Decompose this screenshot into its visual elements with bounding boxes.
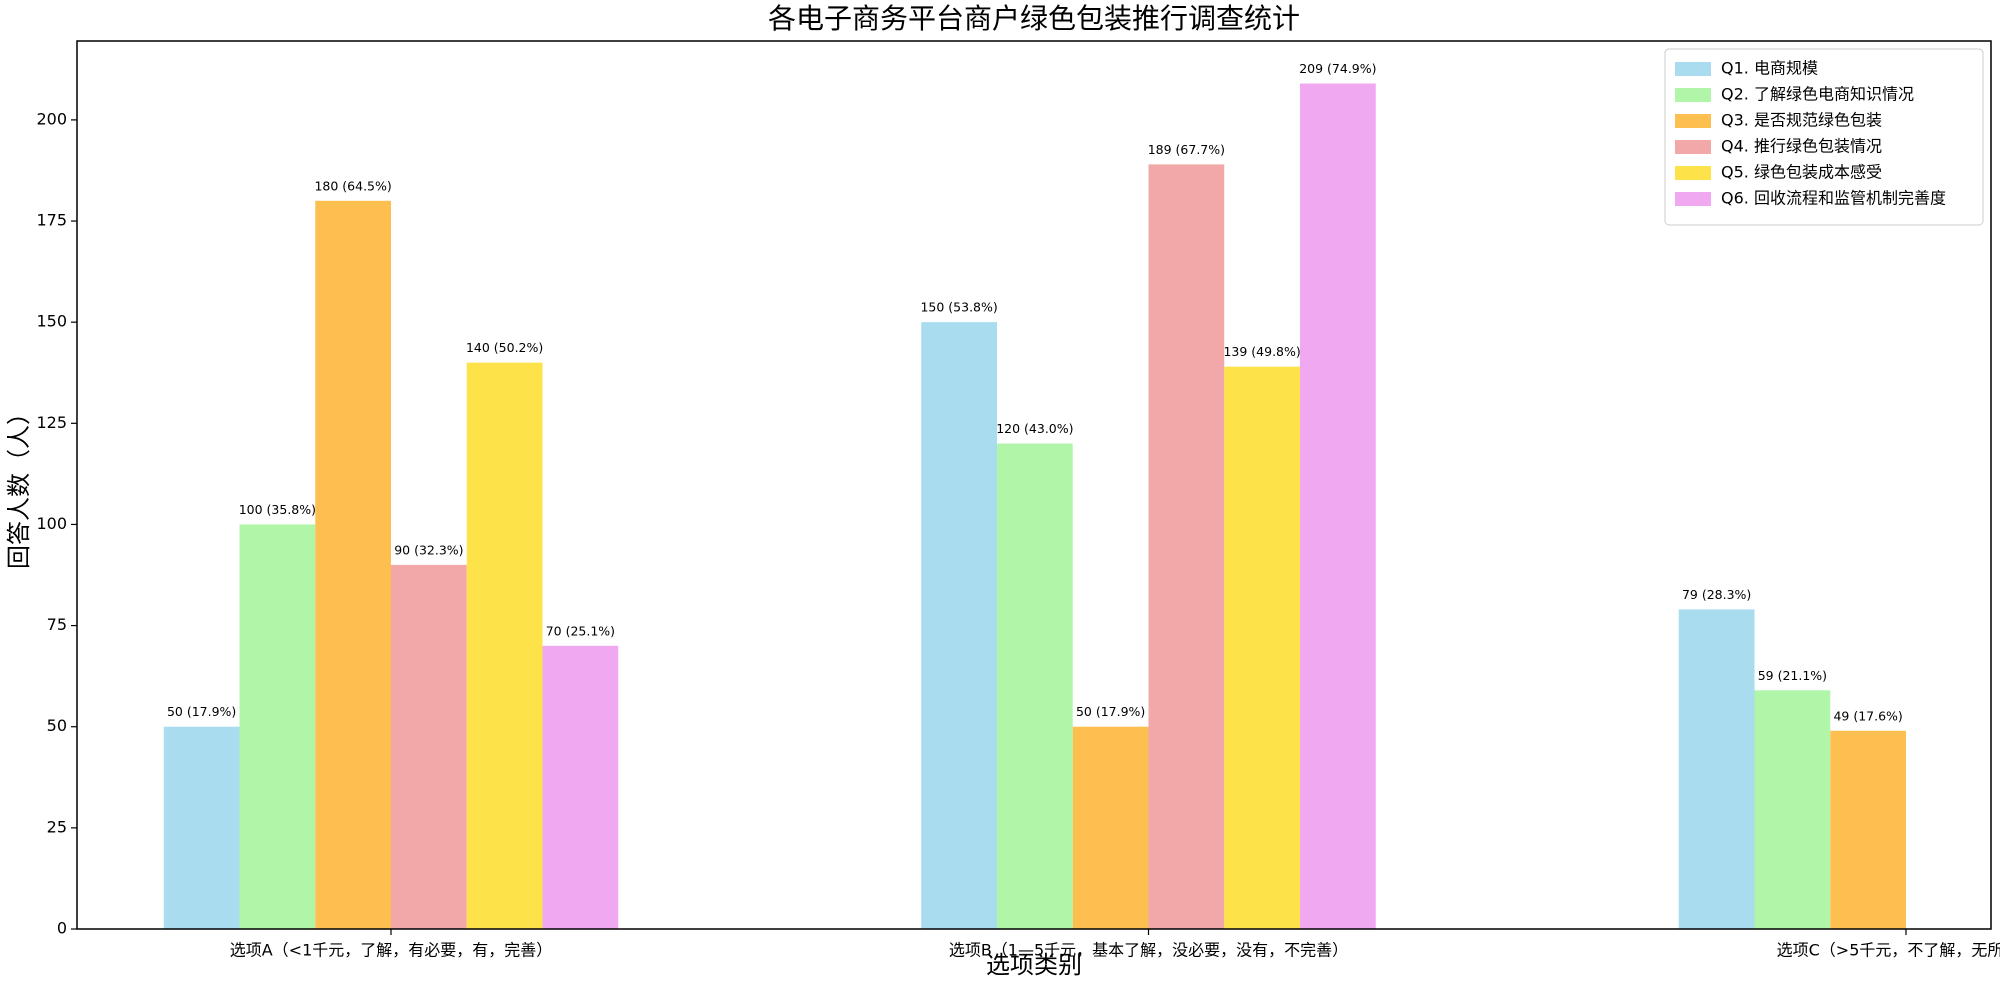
y-tick-label: 100 <box>36 514 67 533</box>
legend-swatch <box>1675 140 1711 154</box>
bar <box>1148 164 1225 929</box>
legend-swatch <box>1675 166 1711 180</box>
x-tick-label: 选项A（<1千元，了解，有必要，有，完善） <box>230 941 553 960</box>
legend-swatch <box>1675 88 1711 102</box>
value-label: 49 (17.6%) <box>1833 708 1902 723</box>
value-label: 90 (32.3%) <box>394 542 463 557</box>
value-label: 189 (67.7%) <box>1148 142 1225 157</box>
x-tick-label: 选项C（>5千元，不了解，无所谓） <box>1777 941 2000 960</box>
value-label: 180 (64.5%) <box>314 178 391 193</box>
chart-title: 各电子商务平台商户绿色包装推行调查统计 <box>768 2 1300 35</box>
legend-swatch <box>1675 114 1711 128</box>
value-label: 150 (53.8%) <box>920 300 997 315</box>
y-tick-label: 150 <box>36 312 67 331</box>
bar <box>1754 690 1831 929</box>
y-tick-label: 0 <box>57 919 67 938</box>
bar <box>163 726 240 929</box>
legend-label: Q1. 电商规模 <box>1721 59 1818 78</box>
value-label: 120 (43.0%) <box>996 421 1073 436</box>
legend-label: Q3. 是否规范绿色包装 <box>1721 111 1882 130</box>
bar <box>1678 609 1755 929</box>
bar <box>466 362 543 930</box>
bar <box>997 443 1073 929</box>
bar <box>1072 726 1149 929</box>
value-label: 50 (17.9%) <box>167 704 236 719</box>
value-label: 79 (28.3%) <box>1682 587 1751 602</box>
bar <box>921 322 997 930</box>
x-tick-label: 选项B（1—5千元，基本了解，没必要，没有，不完善） <box>949 941 1348 960</box>
value-label: 100 (35.8%) <box>239 502 316 517</box>
plot-frame <box>76 40 1992 930</box>
bar <box>239 524 316 929</box>
value-label: 59 (21.1%) <box>1758 668 1827 683</box>
y-tick-label: 175 <box>36 211 67 230</box>
bar <box>542 645 619 929</box>
bar <box>315 200 391 929</box>
value-label: 50 (17.9%) <box>1076 704 1145 719</box>
legend-label: Q2. 了解绿色电商知识情况 <box>1721 85 1914 104</box>
y-axis-title: 回答人数（人） <box>5 401 33 569</box>
y-tick-label: 75 <box>47 615 67 634</box>
y-tick-label: 25 <box>47 817 67 836</box>
x-axis-title: 选项类别 <box>986 951 1082 979</box>
legend-label: Q5. 绿色包装成本感受 <box>1721 163 1882 182</box>
value-label: 140 (50.2%) <box>466 340 543 355</box>
y-tick-label: 125 <box>36 413 67 432</box>
y-tick-label: 200 <box>36 109 67 128</box>
value-label: 70 (25.1%) <box>546 623 615 638</box>
bar <box>1224 366 1300 929</box>
bar <box>391 564 467 929</box>
y-tick-label: 50 <box>47 716 67 735</box>
bar <box>1830 730 1906 929</box>
bar <box>1300 83 1376 929</box>
value-label: 139 (49.8%) <box>1223 344 1300 359</box>
legend-label: Q6. 回收流程和监管机制完善度 <box>1721 189 1946 208</box>
value-label: 209 (74.9%) <box>1299 61 1376 76</box>
legend-swatch <box>1675 192 1711 206</box>
legend-swatch <box>1675 62 1711 76</box>
legend-box <box>1664 48 1984 226</box>
legend-label: Q4. 推行绿色包装情况 <box>1721 137 1882 156</box>
